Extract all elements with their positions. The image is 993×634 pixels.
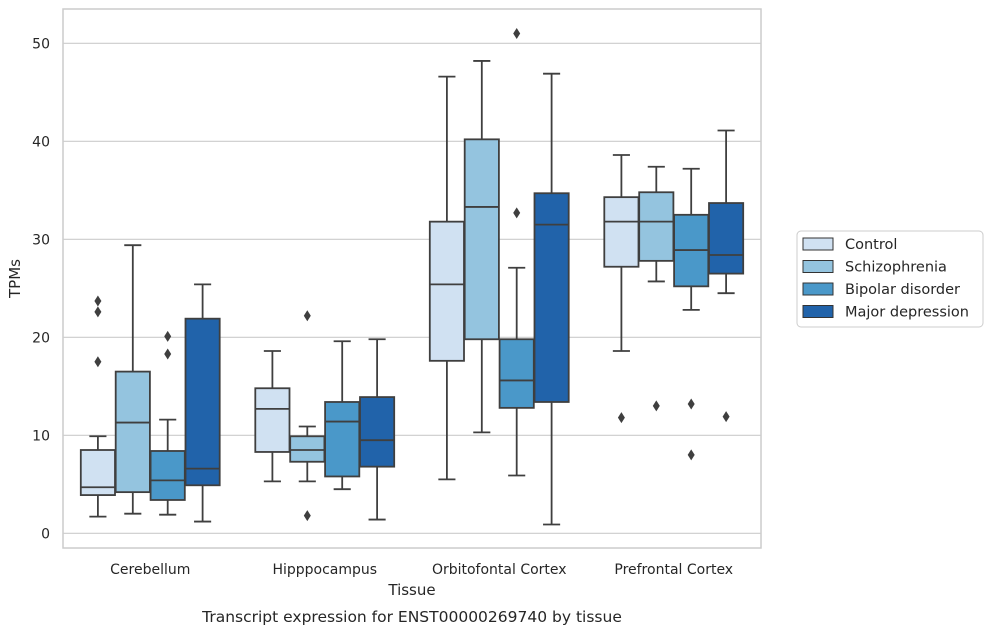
outlier-point [617,412,625,424]
box-group [708,129,745,423]
legend-item: Schizophrenia [802,260,947,276]
box [184,317,221,487]
y-tick-label: 50 [32,36,50,52]
outlier-point [687,449,695,461]
x-axis-label: Tissue [387,581,435,599]
legend-label: Major depression [845,305,969,321]
legend-item: Bipolar disorder [802,282,960,298]
outlier-point [687,398,695,410]
box-group [638,165,675,412]
box-group [114,244,151,515]
outlier-point [652,400,660,412]
box [359,396,396,468]
box-group [359,338,396,521]
outlier-point [94,306,102,318]
box [463,138,500,341]
box-group [149,330,186,516]
box-group [673,167,710,461]
y-tick-label: 20 [32,330,50,346]
y-gridlines [63,42,761,534]
outlier-point [94,356,102,368]
outlier-point [94,295,102,307]
x-tick-label: Prefrontal Cortex [614,562,733,578]
y-tick-label: 0 [41,526,50,542]
legend-label: Schizophrenia [845,260,947,276]
y-tick-label: 40 [32,134,50,150]
box [533,192,570,403]
box [149,450,186,501]
outlier-point [303,510,311,522]
box [289,435,326,463]
outlier-point [164,330,172,342]
box [79,449,116,496]
box-group [324,340,361,491]
box-plot-series [79,28,745,526]
box [324,401,361,478]
x-tick-label: Cerebellum [110,562,190,578]
box-group [533,72,570,526]
box-group [463,60,500,434]
outlier-point [722,411,730,423]
box-group [184,283,221,523]
box [114,370,151,494]
legend-label: Bipolar disorder [845,282,960,298]
legend-swatch [802,237,834,251]
plot-area-frame [62,8,762,549]
y-axis-label: TPMs [6,259,24,299]
outlier-point [303,310,311,322]
legend-swatch [802,305,834,318]
chart-caption: Transcript expression for ENST0000026974… [201,608,622,626]
x-tick-label: Orbitofontal Cortex [432,562,567,578]
box [708,202,745,275]
box [638,191,675,262]
box [603,196,640,268]
x-tick-label: Hipppocampus [272,562,377,578]
box-group [254,350,291,483]
legend-item: Major depression [802,305,969,321]
box [428,220,465,362]
legend-frame [796,230,984,328]
outlier-point [513,207,521,219]
box-group [428,75,465,481]
box [498,338,535,409]
y-tick-label: 30 [32,232,50,248]
legend: Control Schizophrenia Bipolar disorder Majo… [796,230,984,328]
outlier-point [164,348,172,360]
y-axis-ticks: 0 10 20 30 40 50 [32,36,50,542]
box-group [289,310,326,522]
legend-label: Control [845,237,897,253]
outlier-point [513,28,521,39]
legend-swatch [802,282,834,296]
box [254,387,291,453]
x-axis-ticks: Cerebellum Hipppocampus Orbitofontal Corte… [110,562,733,578]
box-group [498,28,535,477]
legend-item: Control [802,237,897,253]
legend-swatch [802,260,834,273]
y-tick-label: 10 [32,428,50,444]
